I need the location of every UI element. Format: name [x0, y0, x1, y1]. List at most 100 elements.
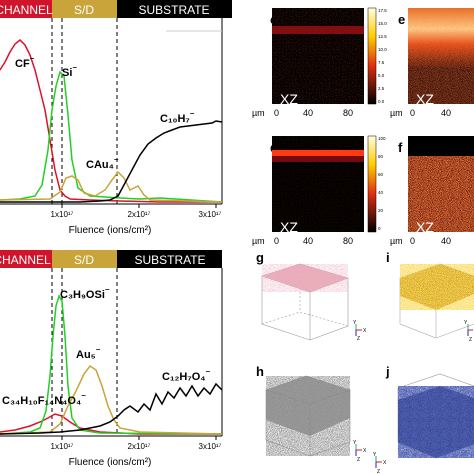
panel-label-i: i: [386, 250, 390, 265]
panel-label-g: g: [256, 250, 264, 265]
volume-g-speckle: [262, 264, 348, 292]
top-band-sd-label: S/D: [74, 3, 94, 17]
map-d-tick-0: 0: [274, 236, 279, 246]
xz-maps-grid: c XZ 17.5 15.0 12.5 10.0 7.5 5.0 2.5 0.0…: [252, 7, 474, 246]
map-e-tick-40: 40: [441, 108, 451, 118]
top-tick-label-3: 3x10¹⁷: [199, 210, 222, 219]
svg-text:10.0: 10.0: [378, 47, 387, 52]
svg-text:Y: Y: [373, 452, 377, 458]
top-label-c10h7: C₁₀H₇⁻: [160, 110, 195, 125]
axes-glyph-h: Y X Z: [353, 440, 367, 463]
svg-text:Y: Y: [353, 440, 357, 446]
svg-text:0.0: 0.0: [378, 99, 385, 104]
map-f-plane: XZ: [416, 219, 434, 235]
bottom-series-au5: [0, 364, 223, 435]
svg-text:Z: Z: [357, 457, 360, 463]
map-e-tick-0: 0: [410, 108, 415, 118]
panel-label-h: h: [256, 364, 264, 379]
map-d-tick-80: 80: [343, 236, 353, 246]
bottom-label-c34h10f14n4o4: C₃₄H₁₀F₁₄N₄O₄⁻: [2, 392, 86, 407]
bottom-band-substrate: [117, 250, 222, 268]
map-c-unit: µm: [252, 108, 265, 118]
top-band-channel: [0, 0, 52, 18]
map-c-tick-40: 40: [303, 108, 313, 118]
svg-text:0: 0: [378, 226, 381, 231]
map-e-noise: [408, 8, 474, 104]
svg-text:Y: Y: [353, 320, 357, 326]
top-series-si: [0, 70, 223, 203]
svg-text:X: X: [383, 460, 387, 466]
map-e-plane: XZ: [416, 91, 434, 107]
bottom-band-sd: [52, 250, 117, 268]
bottom-band-sd-label: S/D: [74, 253, 94, 267]
svg-text:5.0: 5.0: [378, 73, 385, 78]
svg-text:Z: Z: [357, 336, 360, 342]
top-band-substrate: [117, 0, 232, 18]
svg-text:80: 80: [378, 154, 384, 159]
svg-text:20: 20: [378, 208, 384, 213]
map-c-tick-0: 0: [274, 108, 279, 118]
top-tick-label-2: 2x10¹⁷: [128, 210, 151, 219]
axes-glyph-g: Y X Z: [353, 320, 367, 342]
top-series-cf: [0, 38, 222, 203]
bottom-tick-label-3: 3x10¹⁷: [199, 442, 222, 451]
svg-text:7.5: 7.5: [378, 60, 385, 65]
map-d-tick-40: 40: [303, 236, 313, 246]
svg-text:2.5: 2.5: [378, 86, 385, 91]
top-label-cau4: CAu₄⁻: [86, 156, 119, 171]
map-f-tick-40: 40: [441, 236, 451, 246]
top-series-c10h7: [0, 120, 223, 203]
bottom-label-au5: Au₅⁻: [76, 346, 101, 361]
svg-text:X: X: [363, 448, 367, 454]
svg-text:Y: Y: [464, 320, 468, 326]
bottom-band-substrate-label: SUBSTRATE: [134, 253, 205, 267]
top-series-cau4: [0, 170, 223, 203]
bottom-x-axis-label: Fluence (ions/cm²): [69, 457, 152, 468]
colorbar-d-ticks: 100 80 60 40 20 0: [378, 136, 386, 231]
top-label-cf: CF⁻: [15, 55, 35, 70]
svg-text:17.5: 17.5: [378, 8, 387, 13]
bottom-depth-profile-chart: CHANNEL S/D SUBSTRATE C₃H₉OSi⁻ Au₅⁻ C₁₂H…: [0, 250, 223, 468]
map-c-plane: XZ: [280, 91, 298, 107]
volume-i-speckle: [400, 264, 474, 310]
map-f-tick-0: 0: [410, 236, 415, 246]
svg-text:Z: Z: [377, 469, 380, 474]
top-x-axis-label: Fluence (ions/cm²): [69, 225, 152, 236]
bottom-band-channel-label: CHANNEL: [0, 253, 51, 267]
bottom-label-c12h7o4: C₁₂H₇O₄⁻: [162, 368, 211, 383]
panel-label-f: f: [398, 140, 403, 155]
map-c-tick-80: 80: [343, 108, 353, 118]
volume-h-speckle: [266, 376, 350, 456]
bottom-band-channel: [0, 250, 52, 268]
axes-glyph-i: Y Z: [464, 320, 473, 343]
map-f-noise: [408, 156, 474, 232]
svg-text:60: 60: [378, 172, 384, 177]
colorbar-c: [367, 7, 377, 105]
bottom-tick-label-1: 1x10¹⁷: [51, 442, 74, 451]
panel-label-j: j: [385, 364, 390, 379]
map-d-band-2: [272, 156, 364, 162]
bottom-series-c12h7o4: [0, 382, 223, 435]
top-band-sd: [52, 0, 117, 18]
colorbar-c-ticks: 17.5 15.0 12.5 10.0 7.5 5.0 2.5 0.0: [378, 8, 387, 104]
svg-text:40: 40: [378, 190, 384, 195]
svg-text:12.5: 12.5: [378, 34, 387, 39]
bottom-series-c3h9osi: [0, 294, 223, 435]
svg-text:15.0: 15.0: [378, 21, 387, 26]
map-c-noise: [272, 8, 364, 104]
top-band-channel-label: CHANNEL: [0, 3, 53, 17]
panel-label-e: e: [398, 12, 405, 27]
map-f-unit: µm: [390, 236, 403, 246]
colorbar-d: [367, 135, 377, 233]
map-d-band: [272, 150, 364, 156]
top-label-si: Si⁻: [62, 64, 77, 79]
svg-text:Z: Z: [469, 337, 472, 343]
map-d-plane: XZ: [280, 219, 298, 235]
svg-text:100: 100: [378, 136, 386, 141]
top-tick-label-1: 1x10¹⁷: [51, 210, 74, 219]
bottom-tick-label-2: 2x10¹⁷: [128, 442, 151, 451]
svg-text:X: X: [363, 328, 367, 334]
map-e-unit: µm: [390, 108, 403, 118]
bottom-label-c3h9osi: C₃H₉OSi⁻: [60, 286, 110, 301]
map-d-unit: µm: [252, 236, 265, 246]
